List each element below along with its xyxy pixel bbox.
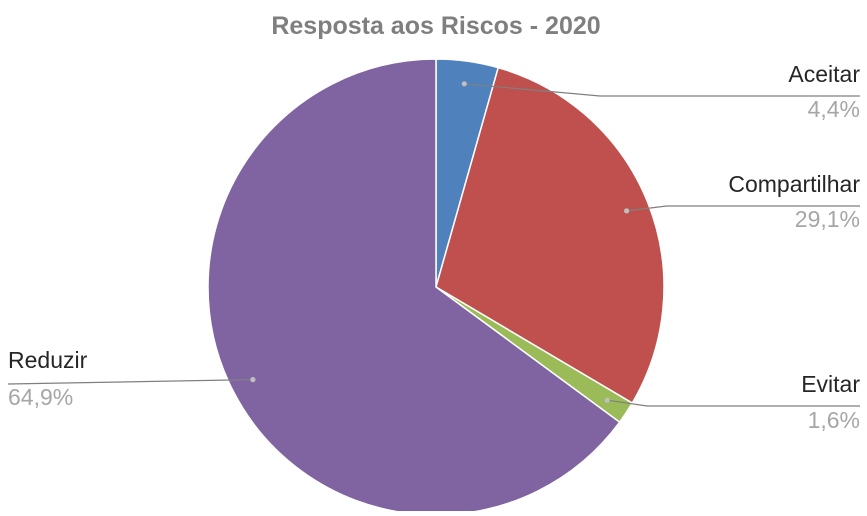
slice-label-reduzir: Reduzir bbox=[8, 347, 88, 373]
leader-line-reduzir bbox=[7, 379, 253, 385]
pie-slices bbox=[207, 58, 665, 516]
slice-value-reduzir: 64,9% bbox=[8, 384, 73, 410]
slice-label-evitar: Evitar bbox=[801, 371, 860, 397]
slice-value-compartilhar: 29,1% bbox=[795, 206, 860, 232]
slice-label-compartilhar: Compartilhar bbox=[728, 171, 860, 197]
slice-label-aceitar: Aceitar bbox=[788, 61, 860, 87]
leader-dot-reduzir bbox=[250, 377, 256, 383]
slice-value-evitar: 1,6% bbox=[808, 407, 860, 433]
slice-labels: Aceitar 4,4% Compartilhar 29,1% Evitar 1,6% Re… bbox=[8, 61, 860, 433]
leader-dot-aceitar bbox=[461, 81, 467, 87]
leader-line-evitar bbox=[607, 399, 860, 407]
pie-slice-compartilhar bbox=[435, 66, 665, 405]
pie-slice-reduzir bbox=[207, 58, 621, 516]
leader-lines bbox=[7, 81, 860, 407]
leader-dot-compartilhar bbox=[624, 208, 630, 214]
leader-line-compartilhar bbox=[626, 205, 860, 212]
leader-dot-evitar bbox=[604, 397, 610, 403]
slice-value-aceitar: 4,4% bbox=[808, 96, 860, 122]
leader-line-aceitar bbox=[464, 83, 860, 97]
chart-title: Resposta aos Riscos - 2020 bbox=[271, 12, 600, 40]
